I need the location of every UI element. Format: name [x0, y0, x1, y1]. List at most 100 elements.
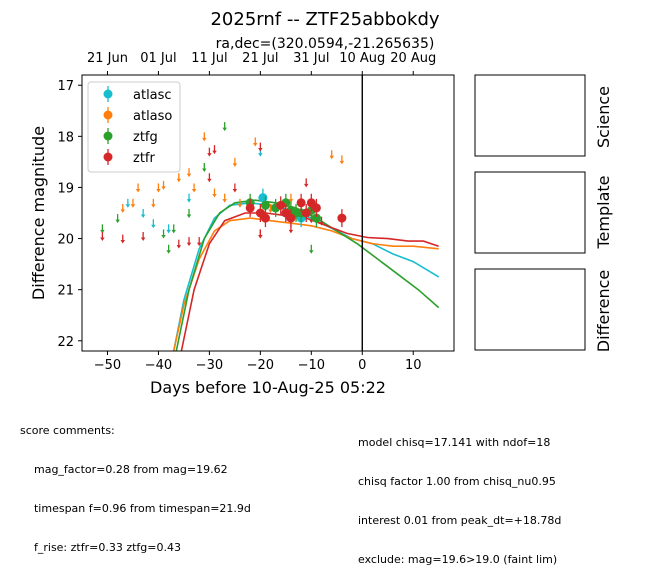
ztfr-upper-limit	[212, 145, 217, 155]
ztfr-point	[301, 208, 311, 218]
atlaso-upper-limit	[232, 157, 238, 167]
top-tick-label: 11 Jul	[191, 51, 227, 66]
difference-panel	[474, 268, 586, 351]
ztfr-upper-limit	[100, 232, 105, 241]
x-tick-label: 10	[405, 358, 422, 373]
atlaso-upper-limit	[176, 173, 182, 183]
atlaso-upper-limit	[161, 180, 166, 190]
ztfg-upper-limit	[100, 224, 105, 234]
legend-label: ztfr	[133, 151, 155, 166]
x-tick-label: 0	[358, 358, 366, 373]
atlaso-upper-limit	[191, 183, 197, 193]
ztfr-upper-limit	[186, 237, 192, 247]
y-tick-label: 19	[57, 181, 74, 196]
atlaso-upper-limit	[156, 183, 161, 193]
legend-marker	[103, 131, 113, 141]
axes: −50 −40 −30 −20 −10 0 10 17 18 19 20 21 22 21 Jun 01 J…	[57, 51, 436, 373]
legend-marker	[103, 152, 113, 162]
ztfg-upper-limit	[161, 229, 166, 239]
x-tick-label: −40	[145, 358, 172, 373]
ztfr-point	[245, 203, 255, 213]
ztfr-model-line	[180, 212, 439, 351]
ztfg-point	[311, 213, 321, 223]
atlaso-upper-limit	[237, 198, 243, 208]
light-curve-chart: 2025rnf -- ZTF25abbokdy ra,dec=(320.0594…	[29, 9, 613, 397]
template-label: Template	[594, 175, 613, 249]
atlaso-upper-limit	[130, 198, 136, 208]
ztfg-upper-limit	[222, 122, 227, 132]
score-comments: score comments: mag_factor=0.28 from mag…	[20, 398, 251, 567]
x-axis-label: Days before 10-Aug-25 05:22	[150, 378, 386, 397]
atlaso-upper-limit	[288, 193, 294, 203]
ztfg-model-line	[175, 199, 440, 351]
ztfr-upper-limit	[207, 173, 212, 183]
template-panel	[474, 171, 586, 254]
atlaso-upper-limit	[268, 203, 273, 213]
ztfr-point	[296, 198, 306, 208]
ztfg-upper-limit	[309, 244, 314, 254]
ztfg-upper-limit	[115, 214, 120, 224]
x-tick-label: −50	[94, 358, 121, 373]
ztfr-point	[276, 200, 286, 210]
atlasc-upper-limit	[186, 193, 192, 203]
top-tick-label: 20 Aug	[390, 51, 436, 66]
ztfr-upper-limit	[319, 216, 324, 226]
atlasc-upper-limit	[166, 224, 171, 234]
x-tick-label: −30	[196, 358, 223, 373]
legend-label: ztfg	[133, 130, 158, 145]
model-comments: model chisq=17.141 with ndof=18 chisq fa…	[358, 410, 561, 579]
ztfg-upper-limit	[202, 163, 207, 172]
top-tick-label: 01 Jul	[140, 51, 176, 66]
ztfr-upper-limit	[140, 232, 146, 241]
comment-line: exclude: mag=19.6>19.0 (faint lim)	[358, 553, 558, 566]
atlaso-upper-limit	[222, 193, 227, 203]
atlaso-upper-limit	[329, 150, 334, 160]
ztfr-point	[337, 213, 347, 223]
ztfr-upper-limit	[232, 183, 238, 193]
atlaso-upper-limit	[151, 198, 156, 208]
ztfr-point	[311, 203, 321, 213]
atlaso-upper-limit	[202, 132, 207, 142]
atlaso-upper-limit	[135, 183, 141, 193]
ztfr-upper-limit	[258, 229, 263, 239]
difference-label: Difference	[594, 270, 613, 352]
atlaso-upper-limit	[186, 168, 192, 178]
ztfr-upper-limit	[304, 178, 309, 188]
comment-line: model chisq=17.141 with ndof=18	[358, 436, 551, 449]
plot-marks	[100, 75, 440, 351]
chart-subtitle: ra,dec=(320.0594,-21.265635)	[216, 36, 435, 52]
ztfr-upper-limit	[197, 237, 202, 247]
ztfg-point	[260, 200, 270, 210]
y-tick-label: 22	[57, 335, 74, 350]
x-tick-label: −10	[298, 358, 325, 373]
atlaso-upper-limit	[212, 188, 217, 198]
ztfg-upper-limit	[171, 224, 176, 234]
legend-box	[87, 81, 181, 173]
ztfr-point	[286, 213, 296, 223]
legend-marker	[103, 89, 113, 99]
x-tick-label: −20	[247, 358, 274, 373]
atlaso-upper-limit	[253, 137, 258, 147]
atlaso-upper-limit	[339, 155, 345, 165]
top-tick-label: 31 Jul	[293, 51, 329, 66]
ztfr-point	[260, 213, 270, 223]
legend-marker	[103, 110, 113, 120]
atlasc-upper-limit	[125, 198, 131, 208]
top-tick-label: 10 Aug	[339, 51, 385, 66]
top-tick-label: 21 Jul	[242, 51, 278, 66]
ztfr-upper-limit	[258, 142, 263, 152]
comment-line: f_rise: ztfr=0.33 ztfg=0.43	[20, 541, 181, 554]
plot-frame	[81, 74, 455, 352]
comment-line: interest 0.01 from peak_dt=+18.78d	[358, 514, 562, 527]
y-tick-label: 21	[57, 284, 74, 299]
ztfr-upper-limit	[207, 147, 212, 157]
chart-title: 2025rnf -- ZTF25abbokdy	[210, 9, 439, 30]
comment-line: score comments:	[20, 424, 115, 437]
legend-label: atlasc	[133, 88, 172, 103]
comment-line: timespan f=0.96 from timespan=21.9d	[20, 502, 251, 515]
science-panel	[474, 74, 586, 157]
ztfr-upper-limit	[176, 239, 182, 249]
comment-line: mag_factor=0.28 from mag=19.62	[20, 463, 228, 476]
y-tick-label: 17	[57, 79, 74, 94]
y-tick-label: 20	[57, 233, 74, 248]
